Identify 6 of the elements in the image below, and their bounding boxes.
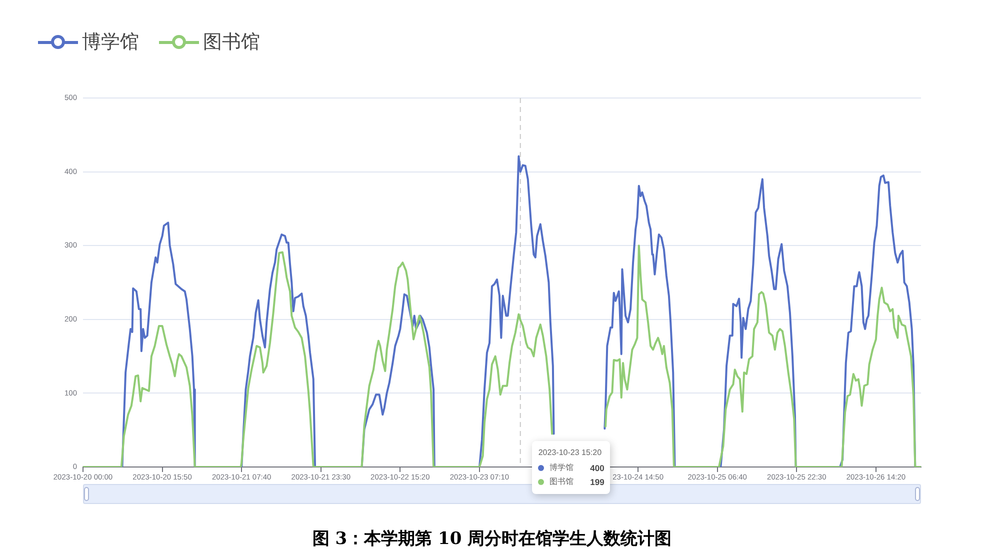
legend-label: 博学馆	[82, 31, 139, 53]
legend-label: 图书馆	[203, 31, 260, 53]
tooltip: 2023-10-23 15:20 博学馆 400 图书馆 199	[532, 441, 610, 494]
text: 图 3：本学期第 10 周分时在馆学生人数统计图	[311, 528, 673, 550]
ref-line-label: 2023-10-23 15:20	[538, 447, 603, 459]
annotation: 400	[590, 462, 604, 474]
